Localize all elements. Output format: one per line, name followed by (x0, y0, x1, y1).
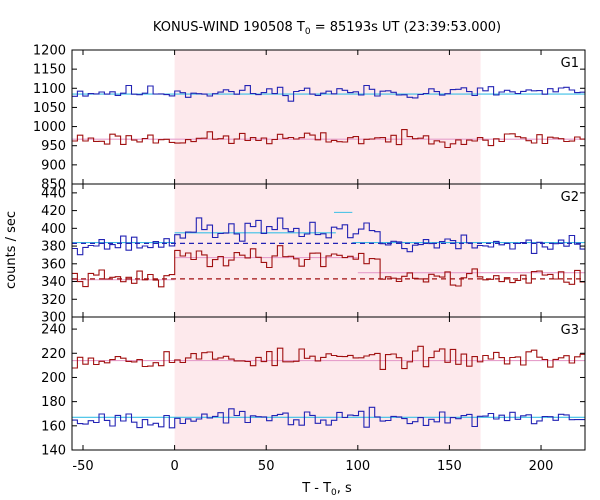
y-tick-label: 180 (41, 395, 66, 410)
y-tick-label: 1100 (33, 82, 66, 97)
panel-label: G2 (561, 190, 579, 205)
x-tick-label: 50 (258, 459, 275, 474)
x-tick-label: 0 (170, 459, 178, 474)
x-tick-label: 200 (529, 459, 554, 474)
y-tick-label: 1050 (33, 101, 66, 116)
y-tick-label: 200 (41, 371, 66, 386)
panel-label: G1 (561, 56, 579, 71)
y-tick-label: 1150 (33, 63, 66, 78)
y-tick-label: 360 (41, 257, 66, 272)
series-blue-g1 (72, 84, 585, 102)
y-tick-label: 160 (41, 419, 66, 434)
x-axis-label: T - T0, s (301, 481, 352, 498)
series-blue-g3 (72, 406, 585, 429)
y-tick-label: 950 (41, 139, 66, 154)
series-red-g1 (72, 129, 585, 149)
y-tick-label: 400 (41, 222, 66, 237)
y-tick-label: 1000 (33, 120, 66, 135)
x-tick-label: 100 (345, 459, 370, 474)
panel-frame (71, 316, 586, 451)
title-rest: = 85193s UT (23:39:53.000) (311, 20, 501, 35)
chart-title: KONUS-WIND 190508 T0 = 85193s UT (23:39:… (153, 20, 501, 37)
x-tick-label: -50 (72, 459, 93, 474)
xlabel-rest: , s (337, 481, 352, 496)
y-tick-label: 220 (41, 347, 66, 362)
y-tick-label: 320 (41, 293, 66, 308)
panel-plot-area (72, 211, 585, 288)
xlabel-subscript: 0 (331, 488, 337, 498)
panel-g3: 140 160 180 200 220 240 G3 (41, 316, 586, 459)
y-axis-label: counts / sec (4, 211, 19, 289)
panels-group: 85090095010001050110011501200G1300320340… (33, 44, 586, 474)
y-tick-label: 440 (41, 186, 66, 201)
y-tick-label: 380 (41, 240, 66, 255)
y-tick-label: 900 (41, 158, 66, 173)
y-tick-label: 850 (41, 178, 66, 193)
y-tick-label: 1200 (33, 44, 66, 59)
panel-plot-area (72, 84, 585, 149)
xlabel-main: T - T (301, 481, 331, 496)
burst-interval-shade (174, 50, 481, 450)
x-tick-label: 150 (437, 459, 462, 474)
panel-plot-area (72, 345, 585, 429)
y-tick-label: 140 (41, 444, 66, 459)
title-main: KONUS-WIND 190508 T (153, 20, 305, 35)
y-tick-label: 420 (41, 204, 66, 219)
series-blue-g2 (72, 217, 585, 256)
y-tick-label: 340 (41, 275, 66, 290)
panel-label: G3 (561, 323, 579, 338)
panel-g2: 300 320 340 360 380 400 420 440 G2 (41, 183, 586, 326)
series-red-g2 (72, 245, 585, 288)
y-tick-label: 240 (41, 323, 66, 338)
title-subscript: 0 (305, 27, 311, 37)
series-red-g3 (72, 345, 585, 370)
y-tick-label: 300 (41, 311, 66, 326)
